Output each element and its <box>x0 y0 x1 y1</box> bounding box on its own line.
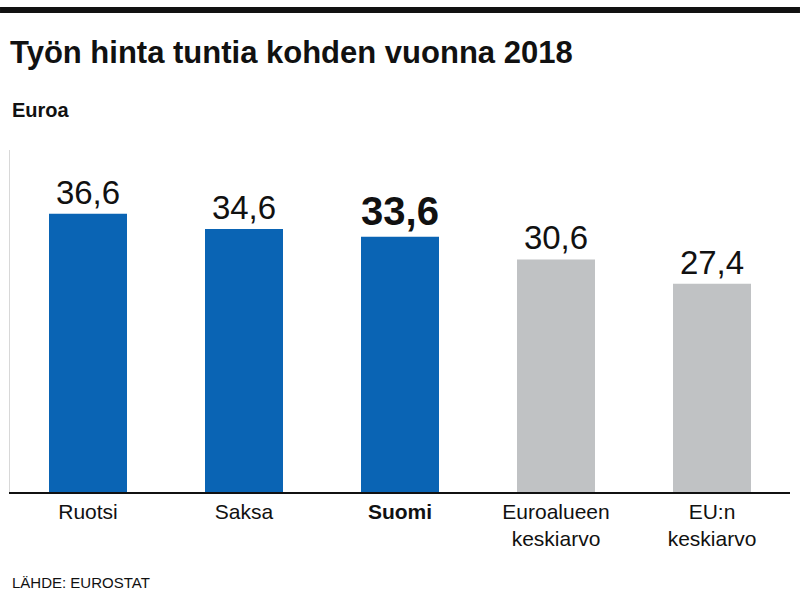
svg-text:EU:nkeskiarvo: EU:nkeskiarvo <box>668 500 757 550</box>
svg-text:33,6: 33,6 <box>361 189 439 233</box>
svg-text:Euroa: Euroa <box>12 99 70 121</box>
svg-text:36,6: 36,6 <box>56 174 120 211</box>
svg-text:Ruotsi: Ruotsi <box>58 500 118 523</box>
svg-text:Euroalueenkeskiarvo: Euroalueenkeskiarvo <box>502 500 609 550</box>
svg-text:LÄHDE: EUROSTAT: LÄHDE: EUROSTAT <box>12 574 150 591</box>
svg-text:30,6: 30,6 <box>524 219 588 256</box>
svg-text:Suomi: Suomi <box>368 500 432 523</box>
svg-text:Saksa: Saksa <box>215 500 274 523</box>
svg-text:34,6: 34,6 <box>212 189 276 226</box>
svg-text:Työn hinta tuntia kohden vuonn: Työn hinta tuntia kohden vuonna 2018 <box>10 35 573 70</box>
svg-text:27,4: 27,4 <box>680 244 744 281</box>
